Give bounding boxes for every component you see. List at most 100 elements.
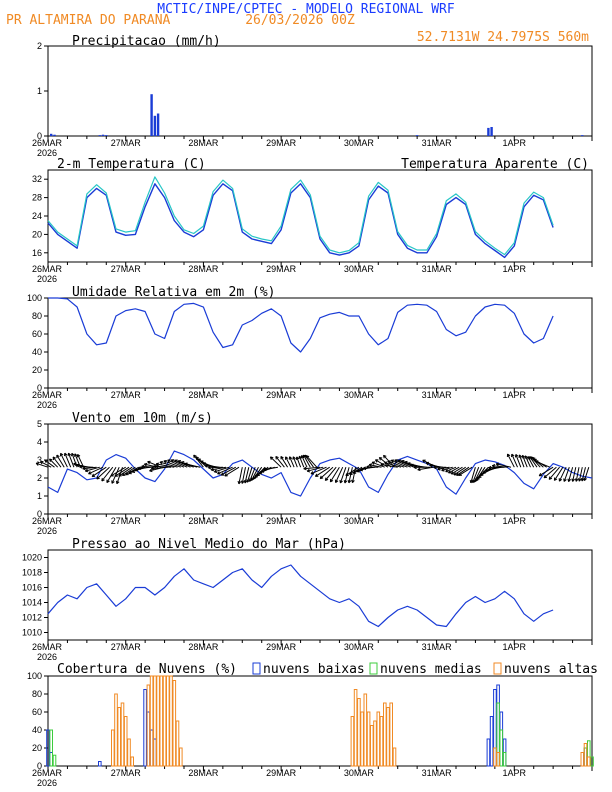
- wind-arrowhead: [141, 464, 145, 469]
- wind-arrow: [578, 467, 583, 482]
- wind-arrow: [348, 467, 353, 484]
- precip-bar: [156, 113, 160, 136]
- rh-ytick-label: 100: [27, 293, 42, 303]
- wind-arrow: [44, 459, 55, 468]
- wind-arrow: [384, 462, 402, 468]
- legend-mid-clouds-swatch: [369, 662, 378, 675]
- wind-arrowhead: [448, 470, 452, 474]
- wind-arrow: [184, 463, 201, 468]
- rh-year-label: 2026: [37, 400, 57, 410]
- clouds-ytick-label: 60: [32, 707, 42, 717]
- wind-arrowhead: [64, 452, 68, 457]
- wind-arrowhead: [131, 469, 136, 473]
- wind-arrow: [527, 456, 535, 468]
- wind-arrowhead: [101, 477, 105, 482]
- wind-arrowhead: [193, 454, 197, 459]
- wind-arrowhead: [258, 471, 263, 475]
- wind-arrowhead: [174, 459, 178, 463]
- wind-arrow: [349, 466, 363, 475]
- wind-arrow: [543, 466, 557, 479]
- wind-arrow: [292, 456, 298, 468]
- wind-arrowhead: [574, 478, 579, 482]
- wind-arrowhead: [303, 466, 307, 471]
- temp-ytick-label: 24: [32, 211, 42, 221]
- wind-arrow: [241, 467, 246, 484]
- clouds-bar: [379, 716, 384, 767]
- wind-arrowhead: [383, 454, 387, 459]
- wind-arrowhead: [401, 460, 405, 464]
- clouds-bar: [153, 675, 157, 767]
- wind-arrowhead: [410, 463, 414, 468]
- wind-arrowhead: [390, 459, 395, 464]
- wind-arrowhead: [543, 474, 548, 479]
- coordinates-label: 52.7131W 24.7975S 560m: [417, 30, 589, 45]
- precip-ytick-label: 0: [37, 131, 42, 141]
- wind-arrowhead: [163, 460, 167, 464]
- temp-xtick-label: 31MAR: [422, 264, 453, 274]
- wind-arrow: [335, 466, 344, 483]
- wind-arrow: [275, 456, 285, 468]
- wind-arrow: [224, 466, 240, 477]
- wind-arrow: [96, 466, 110, 480]
- clouds-bar: [363, 693, 368, 767]
- temp-xtick-label: 28MAR: [188, 264, 219, 274]
- wind-arrow: [583, 467, 590, 481]
- clouds-bar: [370, 725, 374, 767]
- wind-arrow: [529, 456, 538, 468]
- pressure-ytick-label: 1014: [22, 598, 42, 608]
- wind-arrowhead: [347, 479, 352, 484]
- wind-arrowhead: [488, 465, 492, 470]
- wind-arrow: [581, 467, 586, 482]
- wind-arrow: [558, 466, 567, 482]
- wind-arrow: [118, 466, 133, 477]
- wind-arrowhead: [394, 459, 398, 463]
- wind-arrow: [319, 466, 334, 479]
- wind-xtick-label: 28MAR: [188, 516, 219, 526]
- pressure-ytick-label: 1010: [22, 628, 42, 638]
- rh-ytick-label: 40: [32, 347, 42, 357]
- precip-bar: [98, 135, 101, 136]
- wind-xtick-label: 27MAR: [111, 516, 142, 526]
- wind-arrow: [270, 456, 282, 468]
- wind-arrow: [437, 466, 450, 470]
- wind-arrow: [251, 466, 259, 481]
- wind-arrowhead: [76, 454, 81, 458]
- wind-arrowhead: [208, 465, 212, 470]
- clouds-ytick-label: 20: [32, 743, 42, 753]
- temp-ytick-label: 28: [32, 193, 42, 203]
- wind-arrow: [524, 455, 531, 468]
- wind-arrowhead: [269, 456, 274, 460]
- clouds-bar: [46, 729, 50, 767]
- pressure-xtick-label: 27MAR: [111, 642, 142, 652]
- pressure-title: Pressao ao Nivel Medio do Mar (hPa): [72, 537, 346, 552]
- clouds-bar: [580, 752, 585, 767]
- wind-arrowhead: [558, 478, 563, 482]
- wind-ytick-label: 1: [37, 491, 42, 501]
- wind-arrowhead: [118, 473, 122, 477]
- wind-arrowhead: [475, 478, 479, 482]
- wind-arrow: [88, 466, 104, 475]
- wind-arrowhead: [114, 473, 118, 477]
- wind-arrowhead: [310, 471, 315, 475]
- wind-title: Vento em 10m (m/s): [72, 411, 213, 426]
- wind-arrowhead: [380, 462, 384, 467]
- rh-series-line: [48, 297, 554, 353]
- wind-arrowhead: [88, 471, 92, 475]
- wind-arrow: [522, 455, 528, 468]
- legend-low-clouds-swatch: [252, 662, 261, 675]
- rh-frame: [47, 297, 593, 389]
- clouds-ytick-label: 80: [32, 689, 42, 699]
- legend-mid-clouds-label: nuvens medias: [380, 662, 482, 677]
- rh-ytick-label: 60: [32, 329, 42, 339]
- wind-arrowhead: [366, 464, 370, 469]
- wind-arrowhead: [476, 476, 480, 481]
- clouds-bar: [366, 711, 371, 767]
- wind-arrowhead: [220, 472, 225, 476]
- precip-year-label: 2026: [37, 148, 57, 158]
- clouds-year-label: 2026: [37, 778, 57, 788]
- wind-arrow: [71, 453, 78, 468]
- rh-ytick-label: 0: [37, 383, 42, 393]
- wind-ytick-label: 2: [37, 473, 42, 483]
- wind-arrowhead: [67, 452, 72, 457]
